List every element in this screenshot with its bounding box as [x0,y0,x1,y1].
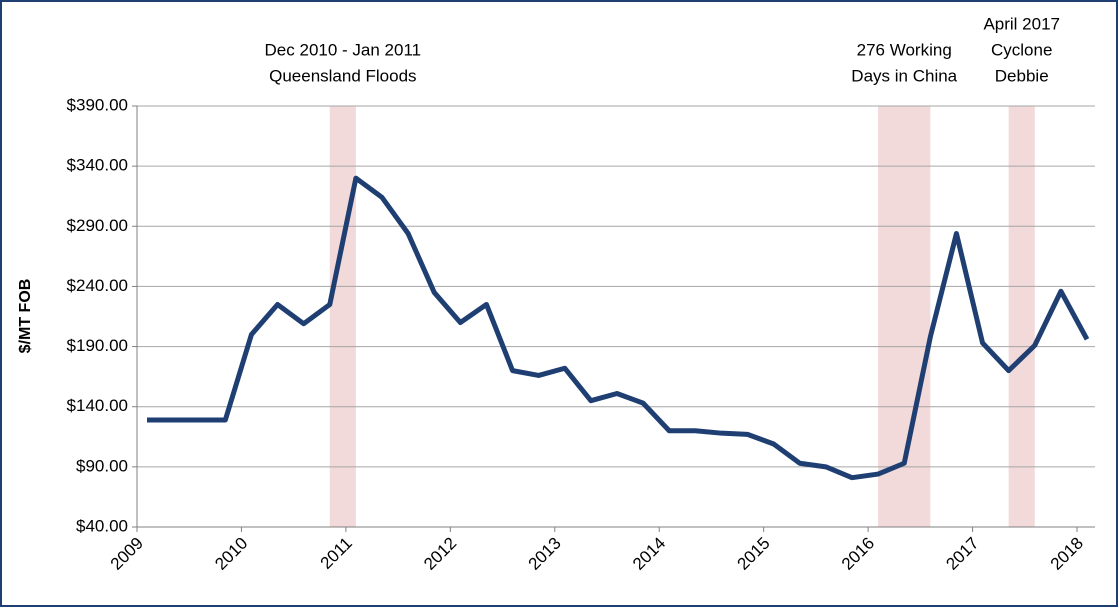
highlight-band [1008,106,1035,527]
y-tick-label: $90.00 [76,456,128,475]
y-tick-label: $290.00 [67,216,128,235]
y-tick-label: $390.00 [67,95,128,114]
y-tick-label: $40.00 [76,516,128,535]
y-axis-label: $/MT FOB [17,279,34,354]
highlight-band [329,106,356,527]
y-tick-label: $240.00 [67,276,128,295]
y-tick-label: $140.00 [67,396,128,415]
annotation-text: April 2017 [983,14,1060,33]
annotation-text: Debbie [995,66,1049,85]
y-tick-label: $340.00 [67,156,128,175]
annotation-text: 276 Working [857,40,952,59]
series-line [147,175,1090,481]
annotation-text: Queensland Floods [269,66,416,85]
annotation-text: Cyclone [991,40,1052,59]
y-tick-label: $190.00 [67,336,128,355]
annotation-text: Dec 2010 - Jan 2011 [265,40,422,59]
annotation-text: Days in China [851,66,957,85]
